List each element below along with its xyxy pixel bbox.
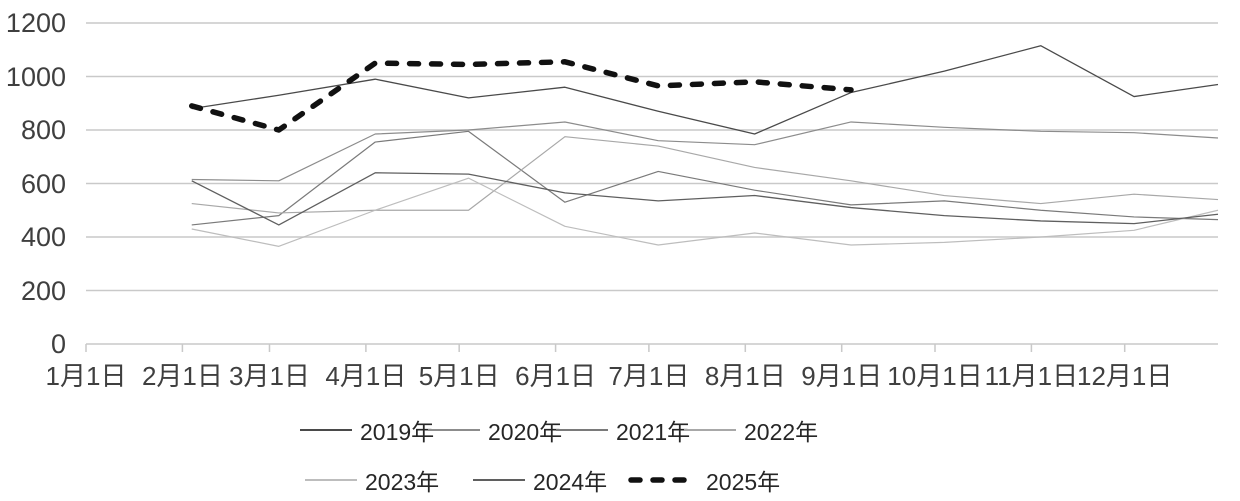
series-line-2025年 [188, 59, 854, 133]
y-tick-label: 600 [20, 168, 66, 199]
series-line-2022年 [191, 136, 1219, 214]
series-line-2019年 [191, 45, 1219, 135]
legend-swatch-2022年 [684, 429, 736, 431]
y-tick-label: 200 [20, 275, 66, 306]
legend-item-2023年: 2023年 [305, 466, 440, 495]
x-tick-label: 12月1日 [1077, 361, 1173, 391]
legend-item-2025年: 2025年 [628, 466, 781, 495]
series-line-2020年 [191, 121, 1219, 182]
legend-label: 2023年 [365, 469, 440, 495]
x-tick-label: 5月1日 [418, 361, 500, 391]
legend-swatch-2020年 [428, 429, 480, 431]
legend-swatch-2021年 [556, 429, 608, 431]
y-tick-label: 1000 [5, 61, 66, 92]
y-tick-label: 1200 [5, 8, 66, 38]
x-tick-label: 6月1日 [515, 361, 597, 391]
y-tick-label: 400 [20, 222, 66, 252]
legend-swatch-2024年 [473, 479, 525, 481]
legend-label: 2022年 [744, 419, 819, 445]
series-line-2021年 [191, 130, 1219, 226]
legend-label: 2021年 [616, 419, 691, 445]
legend-label: 2020年 [488, 419, 563, 445]
x-tick-label: 11月1日 [984, 361, 1079, 391]
legend-label: 2025年 [706, 469, 781, 495]
y-tick-label: 800 [20, 115, 66, 145]
legend-swatch-2025年 [628, 477, 698, 483]
legend-swatch-2019年 [300, 429, 352, 431]
legend-item-2022年: 2022年 [684, 416, 819, 445]
x-tick-label: 9月1日 [801, 361, 883, 391]
x-tick-label: 1月1日 [45, 361, 127, 391]
x-tick-label: 3月1日 [229, 361, 310, 391]
legend-item-2024年: 2024年 [473, 466, 608, 495]
legend-label: 2024年 [533, 469, 608, 495]
legend-item-2020年: 2020年 [428, 416, 563, 445]
series-line-2024年 [191, 172, 1219, 226]
y-tick-label: 0 [50, 329, 66, 359]
legend-item-2021年: 2021年 [556, 416, 691, 445]
legend-label: 2019年 [360, 419, 435, 445]
x-tick-label: 2月1日 [141, 361, 223, 391]
x-tick-label: 10月1日 [887, 361, 983, 391]
series-line-2023年 [191, 177, 1219, 247]
x-tick-label: 4月1日 [325, 361, 407, 391]
x-tick-label: 7月1日 [608, 361, 690, 391]
legend-item-2019年: 2019年 [300, 416, 435, 445]
legend-swatch-2023年 [305, 479, 357, 481]
x-tick-label: 8月1日 [704, 361, 786, 391]
